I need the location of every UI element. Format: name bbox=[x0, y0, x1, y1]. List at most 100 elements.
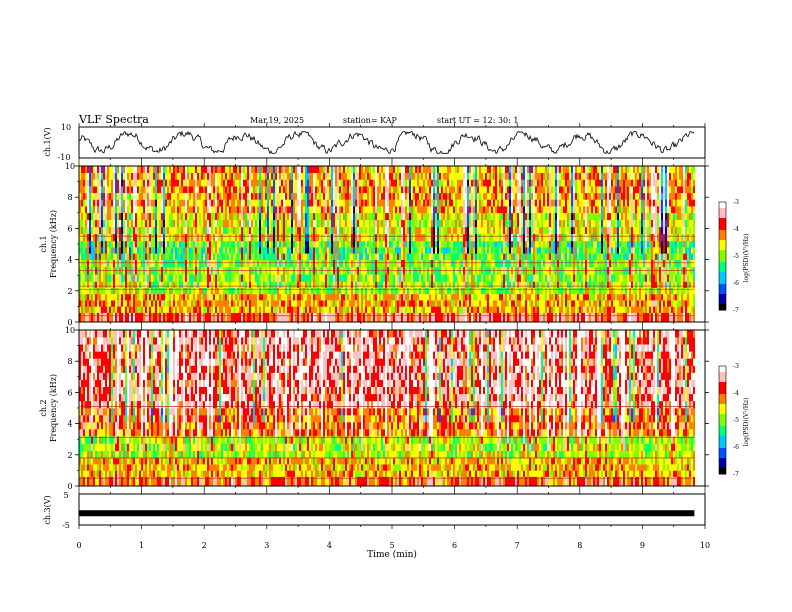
ch1-spectrogram-cell bbox=[229, 312, 231, 323]
ch1-spectrogram-cell bbox=[347, 259, 349, 268]
ch1-spectrogram-cell bbox=[147, 253, 149, 260]
ch1-spectrogram-cell bbox=[313, 293, 315, 301]
ch1-spectrogram-cell bbox=[255, 312, 257, 323]
ch1-spectrogram-cell bbox=[463, 300, 465, 307]
ch1-spectrogram-cell bbox=[507, 206, 509, 214]
ch1-spectrogram-cell bbox=[221, 274, 223, 282]
ch1-spectrogram-cell bbox=[511, 293, 513, 301]
ch1-spectrogram-cell bbox=[403, 247, 405, 254]
ch1-spectrogram-cell bbox=[213, 226, 215, 235]
ch1-spectrogram-cell bbox=[347, 240, 349, 248]
ch1-spectrogram-cell bbox=[171, 219, 173, 228]
ch1-spectrogram-cell bbox=[283, 259, 285, 268]
ch1-spectrogram-cell bbox=[399, 306, 401, 313]
ch1-spectrogram-cell bbox=[377, 206, 379, 214]
ch1-spectrogram-cell bbox=[103, 240, 105, 248]
ch1-spectrogram-cell bbox=[301, 192, 303, 200]
ch1-spectrogram-cell bbox=[253, 247, 255, 254]
ch1-spectrogram-cell bbox=[247, 274, 249, 282]
ch1-spectrogram-cell bbox=[129, 206, 131, 214]
ch1-spectrogram-cell bbox=[485, 172, 487, 180]
ch1-spectrogram-cell bbox=[359, 212, 361, 221]
ch1-spectrogram-cell bbox=[275, 274, 277, 282]
ch1-spectrogram-cell bbox=[205, 306, 207, 313]
ch1-spectrogram-cell bbox=[451, 293, 453, 301]
ch1-spectrogram-cell bbox=[151, 172, 153, 180]
ch1-spectrogram-cell bbox=[443, 253, 445, 260]
ch1-spectrogram-cell bbox=[347, 212, 349, 221]
ch1-spectrogram-cell bbox=[423, 186, 425, 194]
ch1-spectrogram-cell bbox=[339, 186, 341, 194]
ch1-spectrogram-cell bbox=[401, 179, 403, 187]
ch1-spectrogram-cell bbox=[319, 226, 321, 235]
ch1-spectrogram-cell bbox=[207, 226, 209, 235]
ch1-spectrogram-cell bbox=[133, 274, 135, 282]
ch1-spectrogram-cell bbox=[439, 199, 441, 207]
ch1-spectrogram-cell bbox=[499, 300, 501, 307]
ch1-spectrogram-cell bbox=[187, 306, 189, 313]
ch1-spectrogram-cell bbox=[223, 253, 225, 260]
ch1-spectrogram-cell bbox=[147, 306, 149, 313]
ch1-spectrogram-cell bbox=[81, 306, 83, 313]
ch1-spectrogram-cell bbox=[451, 253, 453, 260]
ch1-spectrogram-cell bbox=[303, 212, 305, 221]
ch1-spectrogram-cell bbox=[213, 206, 215, 214]
ch1-spectrogram-cell bbox=[119, 186, 121, 194]
ch1-spectrogram-cell bbox=[267, 199, 269, 207]
ch1-spectrogram-cell bbox=[503, 172, 505, 180]
ch1-spectrogram-cell bbox=[481, 206, 483, 214]
ch1-spectrogram-cell bbox=[431, 274, 433, 282]
ch1-spectrogram-cell bbox=[181, 306, 183, 313]
ch1-spectrogram-cell bbox=[365, 240, 367, 248]
ch1-spectrogram-cell bbox=[341, 274, 343, 282]
ch1-spectrogram-cell bbox=[233, 192, 235, 200]
ch1-spectrogram-cell bbox=[495, 212, 497, 221]
ch1-spectrogram-cell bbox=[169, 172, 171, 180]
ch1-spectrogram-cell bbox=[191, 212, 193, 221]
ch1-spectrogram-cell bbox=[249, 312, 251, 323]
ch1-spectrogram-cell bbox=[461, 274, 463, 282]
ch1-spectrogram-cell bbox=[421, 293, 423, 301]
ch1-spectrogram-cell bbox=[467, 259, 469, 268]
ch1-spectrogram-cell bbox=[195, 281, 197, 288]
ch1-spectrogram-cell bbox=[109, 281, 111, 288]
ch1-spectrogram-cell bbox=[83, 179, 85, 187]
ch1-spectrogram-cell bbox=[511, 206, 513, 214]
station-label: station= KAP bbox=[343, 116, 398, 125]
ch1-spectrogram-cell bbox=[323, 253, 325, 260]
ch1-spectrogram-cell bbox=[347, 179, 349, 187]
ch1-spectrogram-cell bbox=[481, 226, 483, 235]
ch1-spectrogram-cell bbox=[297, 306, 299, 313]
ch1-spectrogram-cell bbox=[495, 306, 497, 313]
ch1-spectrogram-cell bbox=[421, 166, 423, 173]
ch1-spectrogram-cell bbox=[95, 281, 97, 288]
ch1-spectrogram-cell bbox=[197, 306, 199, 313]
ch1-spectrogram-cell bbox=[97, 199, 99, 207]
ch1-spectrogram-cell bbox=[497, 219, 499, 228]
ch1-spectrogram-cell bbox=[329, 199, 331, 207]
ch1-spectrogram-cell bbox=[429, 206, 431, 214]
ch1-spectrogram-cell bbox=[303, 172, 305, 180]
ch1-spectrogram-cell bbox=[313, 233, 315, 242]
ch1-spectrogram-cell bbox=[373, 206, 375, 214]
ch1-spectrogram-cell bbox=[271, 287, 273, 295]
ch1-spectrogram-cell bbox=[409, 306, 411, 313]
ch1-spectrogram-cell bbox=[437, 253, 439, 260]
ch1-spectrogram-cell bbox=[279, 300, 281, 307]
ch1-spectrogram-cell bbox=[121, 219, 123, 228]
ch1-spectrogram-cell bbox=[447, 293, 449, 301]
ch1-spectrogram-cell bbox=[141, 253, 143, 260]
ch1-spectrogram-cell bbox=[455, 179, 457, 187]
ch1-spectrogram-cell bbox=[207, 192, 209, 200]
ch1-spectrogram-cell bbox=[345, 199, 347, 207]
ch1-spectrogram-cell bbox=[497, 233, 499, 242]
ch1-spectrogram-cell bbox=[185, 281, 187, 288]
ch1-spectrogram-cell bbox=[323, 293, 325, 301]
ch1-spectrogram-cell bbox=[455, 186, 457, 194]
ch1-spectrogram-cell bbox=[295, 312, 297, 323]
ch1-spectrogram-cell bbox=[403, 259, 405, 268]
ch1-spectrogram-cell bbox=[481, 199, 483, 207]
ch1-spectrogram-cell bbox=[117, 287, 119, 295]
ch1-spectrogram-cell bbox=[225, 199, 227, 207]
ch1-spectrogram-cell bbox=[241, 192, 243, 200]
